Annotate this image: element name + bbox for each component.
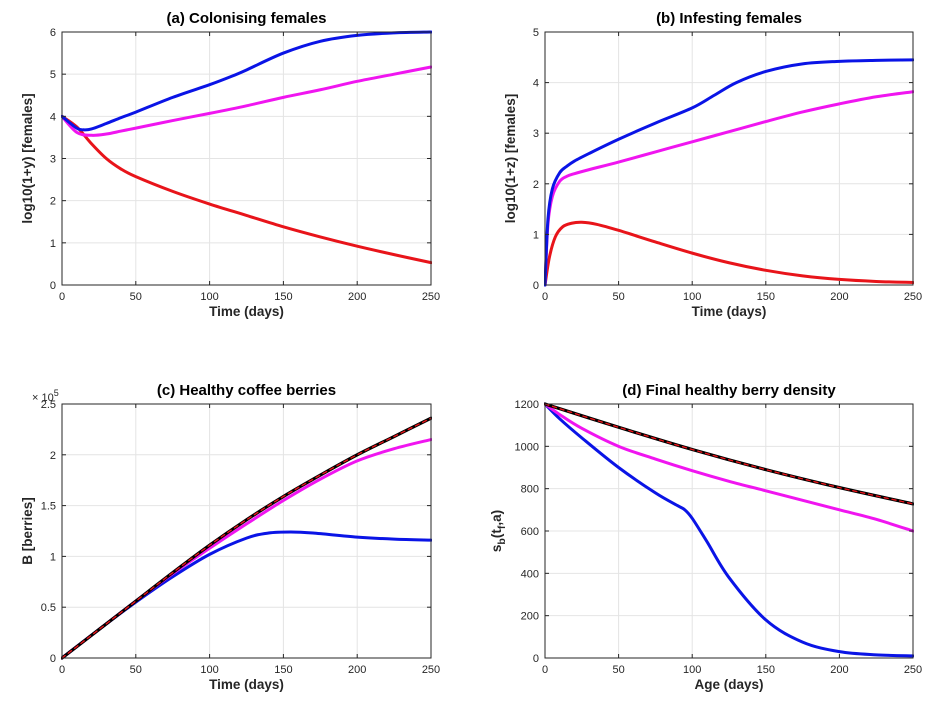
y-tick-label: 400 (521, 568, 539, 580)
series-line-0 (61, 114, 432, 265)
y-axis-label-part: ,a) (489, 510, 504, 526)
y-axis-label-part: (t (489, 529, 504, 538)
x-tick-label: 200 (830, 664, 848, 676)
series-line-3 (61, 417, 432, 659)
x-tick-label: 250 (422, 664, 440, 676)
y-axis-label-part: b (496, 538, 508, 544)
series-line-0 (544, 220, 914, 287)
y-tick-label: 2.5 (41, 399, 56, 411)
x-tick-label: 100 (200, 291, 218, 303)
chart-title: (c) Healthy coffee berries (157, 382, 336, 399)
y-tick-label: 1 (50, 238, 56, 250)
y-tick-label: 2 (50, 196, 56, 208)
y-tick-label: 0 (533, 653, 539, 665)
series-line-2 (544, 58, 914, 287)
series-line-1 (544, 90, 914, 287)
x-tick-label: 250 (422, 291, 440, 303)
y-axis-label: log10(1+y) [females] (20, 93, 35, 223)
x-tick-label: 200 (830, 291, 848, 303)
x-axis-label: Time (days) (209, 304, 284, 319)
x-tick-label: 250 (904, 664, 922, 676)
y-tick-label: 5 (50, 69, 56, 81)
y-tick-label: 3 (533, 128, 539, 140)
y-tick-label: 800 (521, 484, 539, 496)
y-tick-label: 3 (50, 154, 56, 166)
plot-area (62, 404, 431, 658)
panel-3: 0 50 100 150 200 250 0 200 400 600 800 1000 1200 (d) … (489, 382, 922, 692)
series-line-0 (544, 402, 914, 658)
axes-box (544, 31, 914, 286)
x-tick-label: 0 (59, 291, 65, 303)
panel-1: 0 50 100 150 200 250 0 1 2 3 4 5 (b) Infesting femal… (503, 10, 922, 319)
x-tick-label: 50 (130, 291, 142, 303)
x-tick-label: 150 (757, 664, 775, 676)
y-tick-label: 200 (521, 611, 539, 623)
chart-title: (d) Final healthy berry density (622, 382, 836, 399)
y-axis-label: sb(tf,a) (489, 510, 508, 552)
x-tick-label: 250 (904, 291, 922, 303)
y-tick-label: 6 (50, 27, 56, 39)
y-tick-label: 0.5 (41, 602, 56, 614)
plot-area (545, 32, 913, 285)
x-tick-label: 200 (348, 291, 366, 303)
y-tick-label: 1200 (515, 399, 539, 411)
x-tick-label: 100 (200, 664, 218, 676)
x-tick-label: 0 (59, 664, 65, 676)
x-tick-label: 50 (612, 664, 624, 676)
x-tick-label: 100 (683, 291, 701, 303)
series-line-2 (61, 30, 432, 132)
axes-box (61, 403, 432, 659)
y-tick-label: 4 (50, 111, 56, 123)
y-tick-label: 0 (533, 280, 539, 292)
panel-2: 0 50 100 150 200 250 0 0.5 1 1.5 2 2.5 (c) Healthy c… (20, 382, 440, 692)
x-tick-label: 150 (757, 291, 775, 303)
y-tick-label: 0 (50, 280, 56, 292)
y-tick-label: 5 (533, 27, 539, 39)
y-tick-label: 600 (521, 526, 539, 538)
panel-0: 0 50 100 150 200 250 0 1 2 3 4 5 6 (a) Colonising fem… (20, 10, 440, 319)
x-tick-label: 0 (542, 291, 548, 303)
y-axis-label: log10(1+z) [females] (503, 94, 518, 223)
x-tick-label: 50 (130, 664, 142, 676)
y-tick-label: 1000 (515, 441, 539, 453)
y-tick-label: 1 (533, 229, 539, 241)
y-exponent-power: 5 (54, 388, 59, 398)
series-line-3 (544, 403, 914, 505)
x-axis-label: Age (days) (694, 677, 763, 692)
x-tick-label: 0 (542, 664, 548, 676)
x-tick-label: 100 (683, 664, 701, 676)
y-axis-label: B [berries] (20, 497, 35, 565)
y-tick-label: 0 (50, 653, 56, 665)
x-tick-label: 50 (612, 291, 624, 303)
y-axis-label-part: s (489, 545, 504, 553)
y-tick-label: 2 (50, 450, 56, 462)
y-tick-label: 2 (533, 179, 539, 191)
y-axis-label-part: f (496, 525, 508, 529)
y-tick-label: 1 (50, 551, 56, 563)
chart-title: (b) Infesting females (656, 10, 802, 27)
series-line-1 (61, 65, 432, 137)
y-tick-label: 1.5 (41, 501, 56, 513)
x-tick-label: 150 (274, 291, 292, 303)
x-tick-label: 200 (348, 664, 366, 676)
y-tick-label: 4 (533, 78, 539, 90)
series-line-1 (544, 402, 914, 533)
y-exponent-label: × 105 (32, 388, 59, 404)
x-tick-label: 150 (274, 664, 292, 676)
chart-title: (a) Colonising females (166, 10, 326, 27)
x-axis-label: Time (days) (692, 304, 767, 319)
x-axis-label: Time (days) (209, 677, 284, 692)
